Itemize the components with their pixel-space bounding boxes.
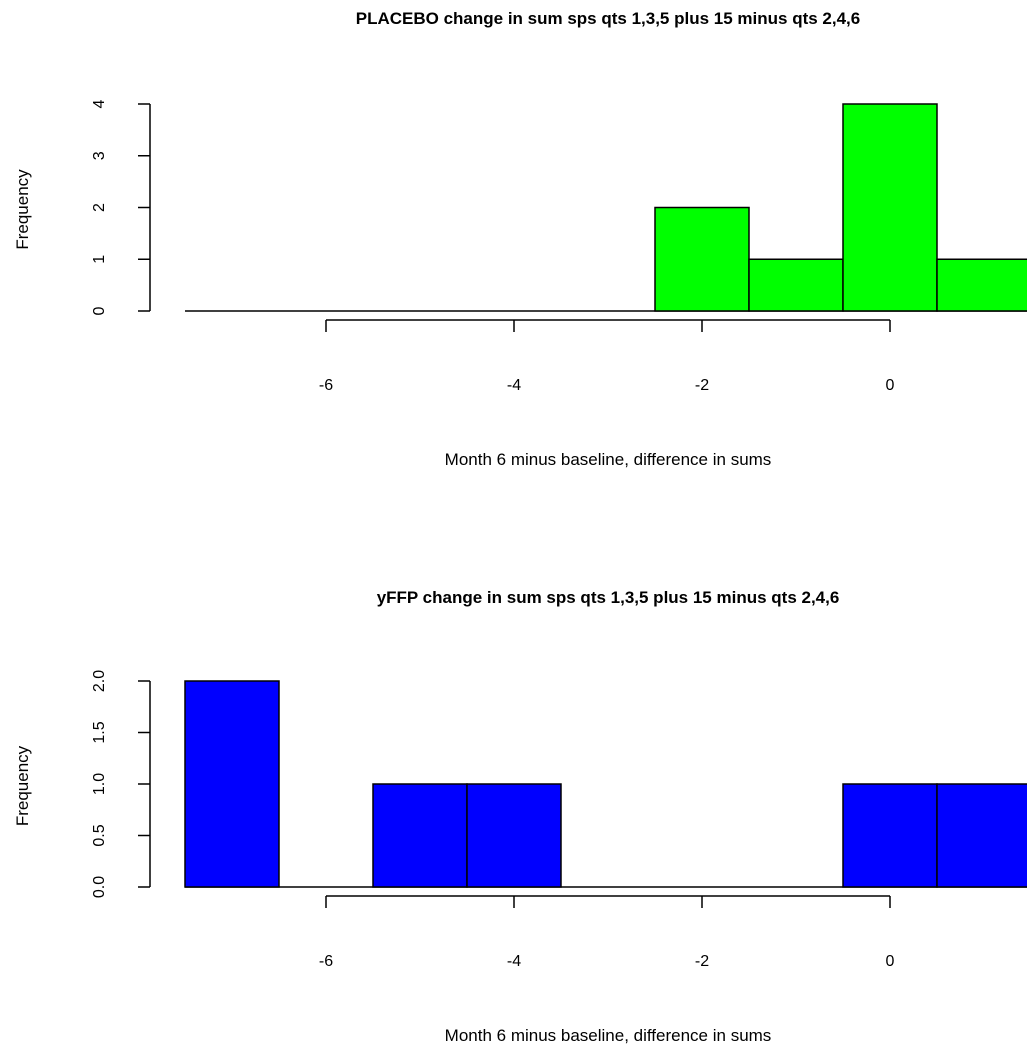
placebo-x-tick-label: 0: [886, 377, 895, 394]
yffp-y-tick-label: 0.5: [91, 824, 108, 846]
placebo-y-tick-label: 2: [91, 203, 108, 212]
yffp-x-tick-label: -4: [507, 953, 521, 970]
placebo-bar: [936, 258, 1027, 312]
yffp-y-tick-label: 1.5: [91, 721, 108, 743]
yffp-bar: [184, 680, 280, 888]
placebo-x-tick-label: -4: [507, 377, 521, 394]
yffp-y-axis-label: Frequency: [13, 745, 32, 826]
yffp-x-tick-label: -6: [319, 953, 333, 970]
yffp-y-tick-label: 2.0: [91, 670, 108, 692]
placebo-y-tick-label: 1: [91, 255, 108, 264]
yffp-x-tick-label: -2: [695, 953, 709, 970]
yffp-bar: [466, 783, 562, 888]
yffp-bar: [842, 783, 938, 888]
yffp-bar: [936, 783, 1027, 888]
yffp-y-tick-label: 0.0: [91, 876, 108, 898]
placebo-y-tick-label: 4: [91, 99, 108, 108]
placebo-y-tick-label: 0: [91, 306, 108, 315]
yffp-x-tick-label: 0: [886, 953, 895, 970]
placebo-chart-title: PLACEBO change in sum sps qts 1,3,5 plus…: [356, 9, 860, 28]
placebo-x-tick-label: -2: [695, 377, 709, 394]
yffp-chart-title: yFFP change in sum sps qts 1,3,5 plus 15…: [377, 588, 840, 607]
placebo-histogram-panel: PLACEBO change in sum sps qts 1,3,5 plus…: [13, 9, 1027, 469]
yffp-x-axis-label: Month 6 minus baseline, difference in su…: [445, 1026, 772, 1045]
placebo-x-axis-label: Month 6 minus baseline, difference in su…: [445, 450, 772, 469]
yffp-histogram-panel: yFFP change in sum sps qts 1,3,5 plus 15…: [13, 588, 1027, 1045]
placebo-x-tick-label: -6: [319, 377, 333, 394]
placebo-bar: [748, 258, 844, 312]
placebo-bar: [842, 103, 938, 312]
yffp-bar: [372, 783, 468, 888]
yffp-y-tick-label: 1.0: [91, 773, 108, 795]
placebo-bar: [654, 206, 750, 312]
placebo-y-axis-label: Frequency: [13, 169, 32, 250]
placebo-y-tick-label: 3: [91, 151, 108, 160]
